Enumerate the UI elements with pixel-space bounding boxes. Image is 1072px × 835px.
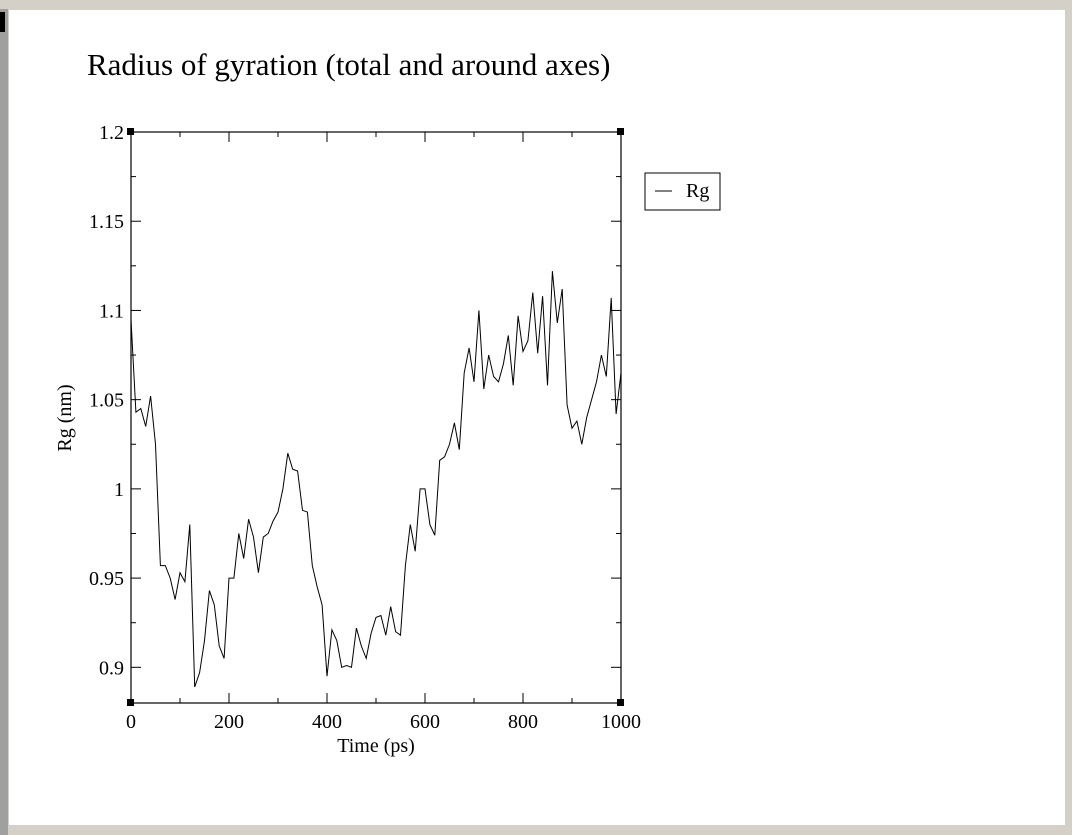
y-tick-label: 1.15 (89, 211, 124, 233)
y-tick-label: 1.2 (99, 122, 124, 144)
x-tick-label: 0 (126, 711, 136, 733)
y-tick-label: 1 (114, 479, 124, 501)
x-axis-label: Time (ps) (337, 735, 415, 757)
x-tick-label: 800 (508, 711, 538, 733)
title-bar (0, 0, 1072, 9)
x-tick-label: 600 (410, 711, 440, 733)
x-tick-label: 200 (214, 711, 244, 733)
y-tick-label: 0.95 (89, 568, 124, 590)
left-strip (0, 9, 8, 835)
y-tick-label: 1.1 (99, 300, 124, 322)
x-tick-label: 1000 (601, 711, 641, 733)
y-axis-label: Rg (nm) (54, 384, 76, 451)
handle (127, 128, 134, 135)
x-tick-label: 400 (312, 711, 342, 733)
chart-title: Radius of gyration (total and around axe… (87, 47, 610, 82)
y-tick-label: 1.05 (89, 390, 124, 412)
y-tick-label: 0.9 (99, 657, 124, 679)
left-handle (0, 12, 5, 32)
canvas (9, 10, 1065, 825)
legend-label: Rg (686, 180, 709, 202)
data-line (130, 271, 622, 688)
